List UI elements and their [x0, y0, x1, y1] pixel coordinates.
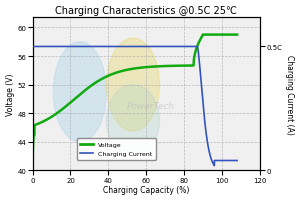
Y-axis label: Voltage (V): Voltage (V)	[6, 73, 15, 115]
Text: PowerTech: PowerTech	[127, 102, 175, 111]
X-axis label: Charging Capacity (%): Charging Capacity (%)	[103, 186, 189, 194]
Ellipse shape	[53, 43, 106, 142]
Title: Charging Characteristics @0.5C 25℃: Charging Characteristics @0.5C 25℃	[55, 6, 237, 15]
Ellipse shape	[106, 85, 160, 156]
Ellipse shape	[106, 39, 160, 131]
Legend: Voltage, Charging Current: Voltage, Charging Current	[76, 139, 156, 160]
Y-axis label: Charging Current (A): Charging Current (A)	[285, 54, 294, 134]
